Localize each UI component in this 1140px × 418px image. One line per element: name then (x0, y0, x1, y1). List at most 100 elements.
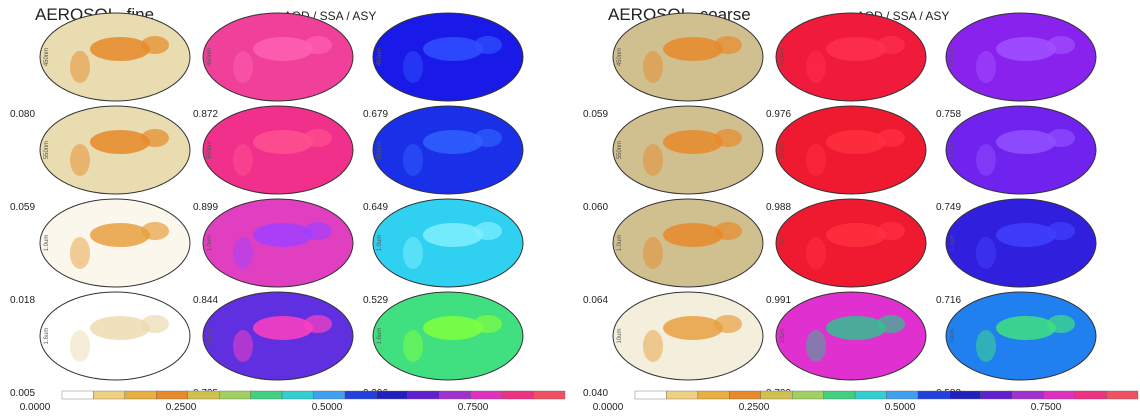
colorbar-cell (761, 391, 792, 399)
row-label: 1.0um (780, 235, 786, 252)
map-feature (403, 237, 423, 269)
map-feature (1047, 129, 1075, 147)
map-feature (141, 129, 169, 147)
map-feature (403, 330, 423, 362)
map (373, 292, 523, 380)
map-feature (70, 237, 90, 269)
map-value: 0.988 (766, 202, 791, 213)
map-feature (663, 37, 723, 61)
map-feature (877, 129, 905, 147)
map-value: 0.018 (10, 295, 35, 306)
map-value: 0.872 (193, 109, 218, 120)
map-feature (90, 316, 150, 340)
map (613, 13, 763, 101)
map-feature (976, 144, 996, 176)
colorbar-tick-label: 0.2500 (166, 402, 197, 413)
colorbar-cell (62, 391, 93, 399)
colorbar-tick-label: 0.7500 (1031, 402, 1062, 413)
map-feature (141, 36, 169, 54)
map (776, 13, 926, 101)
map-feature (877, 222, 905, 240)
map-feature (714, 315, 742, 333)
map-feature (233, 51, 253, 83)
map-feature (1047, 315, 1075, 333)
map-feature (304, 222, 332, 240)
map-feature (304, 129, 332, 147)
map (776, 292, 926, 380)
map (613, 292, 763, 380)
map-feature (403, 51, 423, 83)
colorbar-cell (125, 391, 156, 399)
colorbar-cell (534, 391, 565, 399)
map-feature (253, 130, 313, 154)
map-feature (423, 130, 483, 154)
map-value: 0.005 (10, 388, 35, 399)
map (203, 292, 353, 380)
map-feature (806, 237, 826, 269)
colorbar-cell (635, 391, 666, 399)
map-feature (253, 37, 313, 61)
colorbar-cell (282, 391, 313, 399)
row-label: 1.0um (950, 235, 956, 252)
map (40, 199, 190, 287)
map-feature (976, 51, 996, 83)
colorbar-cell (156, 391, 187, 399)
colorbar-cell (471, 391, 502, 399)
map-feature (233, 330, 253, 362)
map (373, 199, 523, 287)
map (946, 292, 1096, 380)
map-feature (1047, 222, 1075, 240)
map-value: 0.040 (583, 388, 608, 399)
map-value: 0.758 (936, 109, 961, 120)
row-label: 450nm (950, 48, 956, 66)
map (40, 292, 190, 380)
row-label: 10um (780, 328, 786, 343)
map-value: 0.749 (936, 202, 961, 213)
colorbar-cell (666, 391, 697, 399)
map-feature (423, 37, 483, 61)
map-feature (423, 223, 483, 247)
map-value: 0.064 (583, 295, 608, 306)
map-value: 0.060 (583, 202, 608, 213)
map-feature (70, 144, 90, 176)
map-feature (663, 223, 723, 247)
map-feature (806, 51, 826, 83)
map (946, 106, 1096, 194)
colorbar-tick-label: 0.0000 (593, 402, 624, 413)
map-feature (253, 316, 313, 340)
map-value: 0.844 (193, 295, 218, 306)
colorbar-cell (408, 391, 439, 399)
colorbar-cell (188, 391, 219, 399)
map-feature (663, 130, 723, 154)
row-label: 550nm (950, 141, 956, 159)
map-feature (474, 129, 502, 147)
colorbar-cell (729, 391, 760, 399)
map-value: 0.649 (363, 202, 388, 213)
map (946, 13, 1096, 101)
map (203, 13, 353, 101)
row-label: 10um (950, 328, 956, 343)
colorbar-tick-label: 0.5000 (885, 402, 916, 413)
map-feature (826, 130, 886, 154)
map-feature (643, 144, 663, 176)
map (373, 13, 523, 101)
colorbar-cell (824, 391, 855, 399)
map-feature (996, 130, 1056, 154)
map-value: 0.976 (766, 109, 791, 120)
map-feature (996, 37, 1056, 61)
figure: AEROSOL, fineAOD / SSA / ASY450nm0.08055… (0, 0, 1140, 418)
colorbar-cell (981, 391, 1012, 399)
row-label: 1.0um (617, 235, 623, 252)
map (776, 106, 926, 194)
map-feature (663, 316, 723, 340)
map-value: 0.899 (193, 202, 218, 213)
map-value: 0.991 (766, 295, 791, 306)
map-feature (474, 315, 502, 333)
row-label: 450nm (780, 48, 786, 66)
row-label: 1.6um (207, 328, 213, 345)
map-value: 0.529 (363, 295, 388, 306)
map (203, 199, 353, 287)
map-feature (233, 237, 253, 269)
row-label: 1.0um (207, 235, 213, 252)
colorbar-tick-label: 0.0000 (20, 402, 51, 413)
